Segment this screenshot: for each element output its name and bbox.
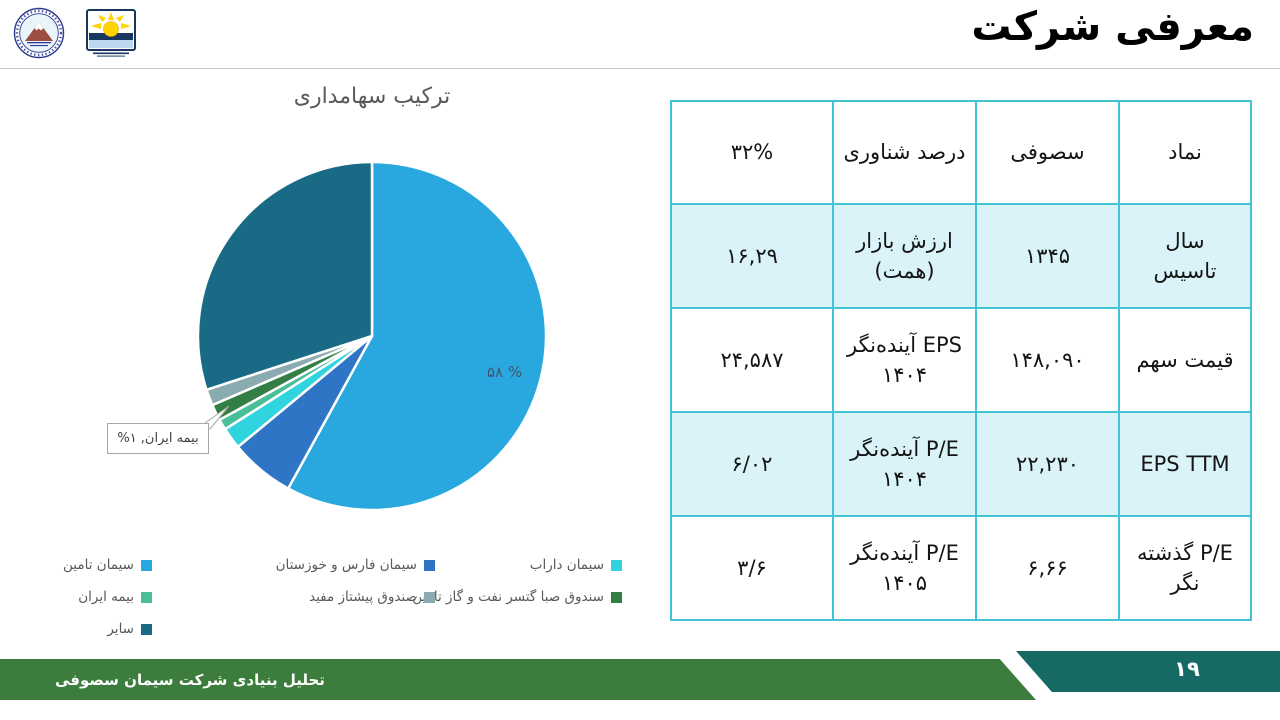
table-row-4: P/E گذشته نگر ۶,۶۶ P/E آینده‌نگر ۱۴۰۵ ۳/۶: [670, 515, 1252, 621]
legend-label: سایر: [107, 621, 134, 637]
pie-data-label-58: ۵۸ %: [487, 363, 523, 381]
pie-chart: [196, 160, 548, 512]
table-cell: P/E آینده‌نگر ۱۴۰۵: [832, 515, 977, 621]
table-cell: درصد شناوری: [832, 100, 977, 205]
pie-slice-6: [196, 160, 374, 392]
table-cell: P/E گذشته نگر: [1118, 515, 1252, 621]
legend-swatch-icon: [611, 591, 622, 603]
page-number: ۱۹: [1174, 657, 1200, 681]
legend-swatch-icon: [424, 591, 435, 603]
pie-callout-bimeh-iran: بیمه ایران, ۱%: [107, 423, 209, 454]
legend-label: صندوق پیشتاز مفید: [309, 589, 417, 605]
legend-swatch-icon: [424, 559, 435, 571]
table-cell: ۱۶,۲۹: [670, 203, 834, 309]
legend-label: سیمان داراب: [529, 557, 604, 573]
footer-bar: تحلیل بنیادی شرکت سیمان سصوفی: [0, 659, 1036, 700]
legend-item-3: بیمه ایران: [78, 588, 152, 606]
table-cell: نماد: [1118, 100, 1252, 205]
financial-table-wrap: نماد سصوفی درصد شناوری ۳۲% سال تاسیس ۱۳۴۵ ارزش…: [670, 100, 1252, 621]
legend-item-1: سیمان فارس و خوزستان: [276, 556, 435, 574]
table-row-2: قیمت سهم ۱۴۸,۰۹۰ EPS آینده‌نگر ۱۴۰۴ ۲۴,۵۸۷: [670, 307, 1252, 413]
table-cell: ۳/۶: [670, 515, 834, 621]
legend-label: سیمان تامین: [63, 557, 134, 573]
legend-label: سیمان فارس و خوزستان: [275, 557, 417, 573]
table-row-0: نماد سصوفی درصد شناوری ۳۲%: [670, 100, 1252, 205]
legend-swatch-icon: [611, 559, 622, 571]
table-cell: EPS آینده‌نگر ۱۴۰۴: [832, 307, 977, 413]
legend-item-6: سایر: [107, 620, 152, 638]
chart-title: ترکیب سهامداری: [293, 84, 451, 109]
table-cell: P/E آینده‌نگر ۱۴۰۴: [832, 411, 977, 517]
table-cell: ۱۳۴۵: [975, 203, 1120, 309]
table-cell: سال تاسیس: [1118, 203, 1252, 309]
table-cell: EPS TTM: [1118, 411, 1252, 517]
legend-item-5: صندوق پیشتاز مفید: [309, 588, 435, 606]
legend-label: سندوق صبا گتسر نفت و گاز تامین: [412, 589, 604, 605]
table-cell: ۲۴,۵۸۷: [670, 307, 834, 413]
legend-label: بیمه ایران: [78, 589, 134, 605]
legend-swatch-icon: [141, 623, 152, 635]
table-cell: ۱۴۸,۰۹۰: [975, 307, 1120, 413]
table-cell: ۲۲,۲۳۰: [975, 411, 1120, 517]
table-cell: ۳۲%: [670, 100, 834, 205]
pie-slice-0: [286, 160, 548, 512]
brokerage-sun-logo-icon: [86, 9, 136, 57]
table-row-3: EPS TTM ۲۲,۲۳۰ P/E آینده‌نگر ۱۴۰۴ ۶/۰۲: [670, 411, 1252, 517]
page-title: معرفی شرکت: [971, 4, 1254, 50]
legend-item-2: سیمان داراب: [530, 556, 622, 574]
table-cell: ارزش بازار (همت): [832, 203, 977, 309]
footer-text: تحلیل بنیادی شرکت سیمان سصوفی: [55, 670, 325, 689]
table-cell: ۶/۰۲: [670, 411, 834, 517]
legend-swatch-icon: [141, 559, 152, 571]
legend-item-0: سیمان تامین: [63, 556, 152, 574]
financial-table: نماد سصوفی درصد شناوری ۳۲% سال تاسیس ۱۳۴۵ ارزش…: [670, 100, 1252, 621]
table-row-1: سال تاسیس ۱۳۴۵ ارزش بازار (همت) ۱۶,۲۹: [670, 203, 1252, 309]
table-cell: سصوفی: [975, 100, 1120, 205]
table-cell: قیمت سهم: [1118, 307, 1252, 413]
legend-item-4: سندوق صبا گتسر نفت و گاز تامین: [412, 588, 622, 606]
cement-company-logo-icon: [13, 7, 65, 59]
header-divider: [0, 68, 1280, 69]
footer-page-ribbon: [1016, 651, 1280, 692]
table-cell: ۶,۶۶: [975, 515, 1120, 621]
legend-swatch-icon: [141, 591, 152, 603]
